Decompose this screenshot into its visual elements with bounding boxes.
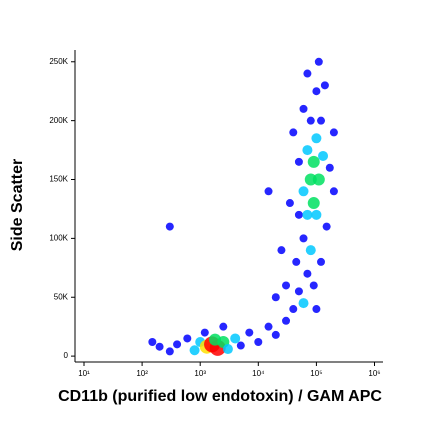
point [302,209,313,220]
point [298,298,309,309]
y-tick-label: 50K [54,292,69,301]
point [329,187,338,196]
point [292,257,301,266]
x-tick-label: 10⁶ [368,369,380,378]
point [320,81,329,90]
point [314,57,323,66]
x-tick-label: 10¹ [78,369,90,378]
points [148,57,338,356]
y-axis-label: Side Scatter [9,159,26,251]
point [311,133,322,144]
point [299,234,308,243]
point [271,330,280,339]
point [155,342,164,351]
point [189,345,200,356]
y-tick-label: 200K [49,116,68,125]
point [289,128,298,137]
point [322,222,331,231]
point [298,186,309,197]
y-tick-label: 100K [49,233,68,242]
point [254,337,263,346]
point [325,163,334,172]
point [312,173,325,186]
point [271,293,280,302]
point [306,116,315,125]
point [329,128,338,137]
point [173,340,182,349]
x-tick-label: 10⁴ [252,369,265,378]
point [219,322,228,331]
point [230,333,241,344]
x-tick-label: 10² [136,369,148,378]
point [165,347,174,356]
point [305,245,316,256]
point [294,210,303,219]
point [245,328,254,337]
point [200,328,209,337]
point [318,150,329,161]
point [289,305,298,314]
point [222,344,233,355]
point [312,87,321,96]
point [165,222,174,231]
point [264,322,273,331]
point [294,157,303,166]
point [277,246,286,255]
point [285,199,294,208]
x-tick-label: 10⁵ [310,369,322,378]
point [183,334,192,343]
point [309,281,318,290]
point [311,209,322,220]
y-tick-label: 150K [49,175,68,184]
point [282,281,291,290]
point [264,187,273,196]
point [236,341,245,350]
point [307,155,320,168]
point [312,305,321,314]
point [282,316,291,325]
x-axis-label: CD11b (purified low endotoxin) / GAM APC [58,388,382,405]
y-tick-label: 250K [49,57,68,66]
point [294,287,303,296]
y-tick-label: 0 [64,351,69,360]
point [307,197,320,210]
point [299,104,308,113]
point [148,337,157,346]
point [317,257,326,266]
point [317,116,326,125]
x-tick-label: 10³ [194,369,206,378]
point [302,145,313,156]
point [303,269,312,278]
point [303,69,312,78]
